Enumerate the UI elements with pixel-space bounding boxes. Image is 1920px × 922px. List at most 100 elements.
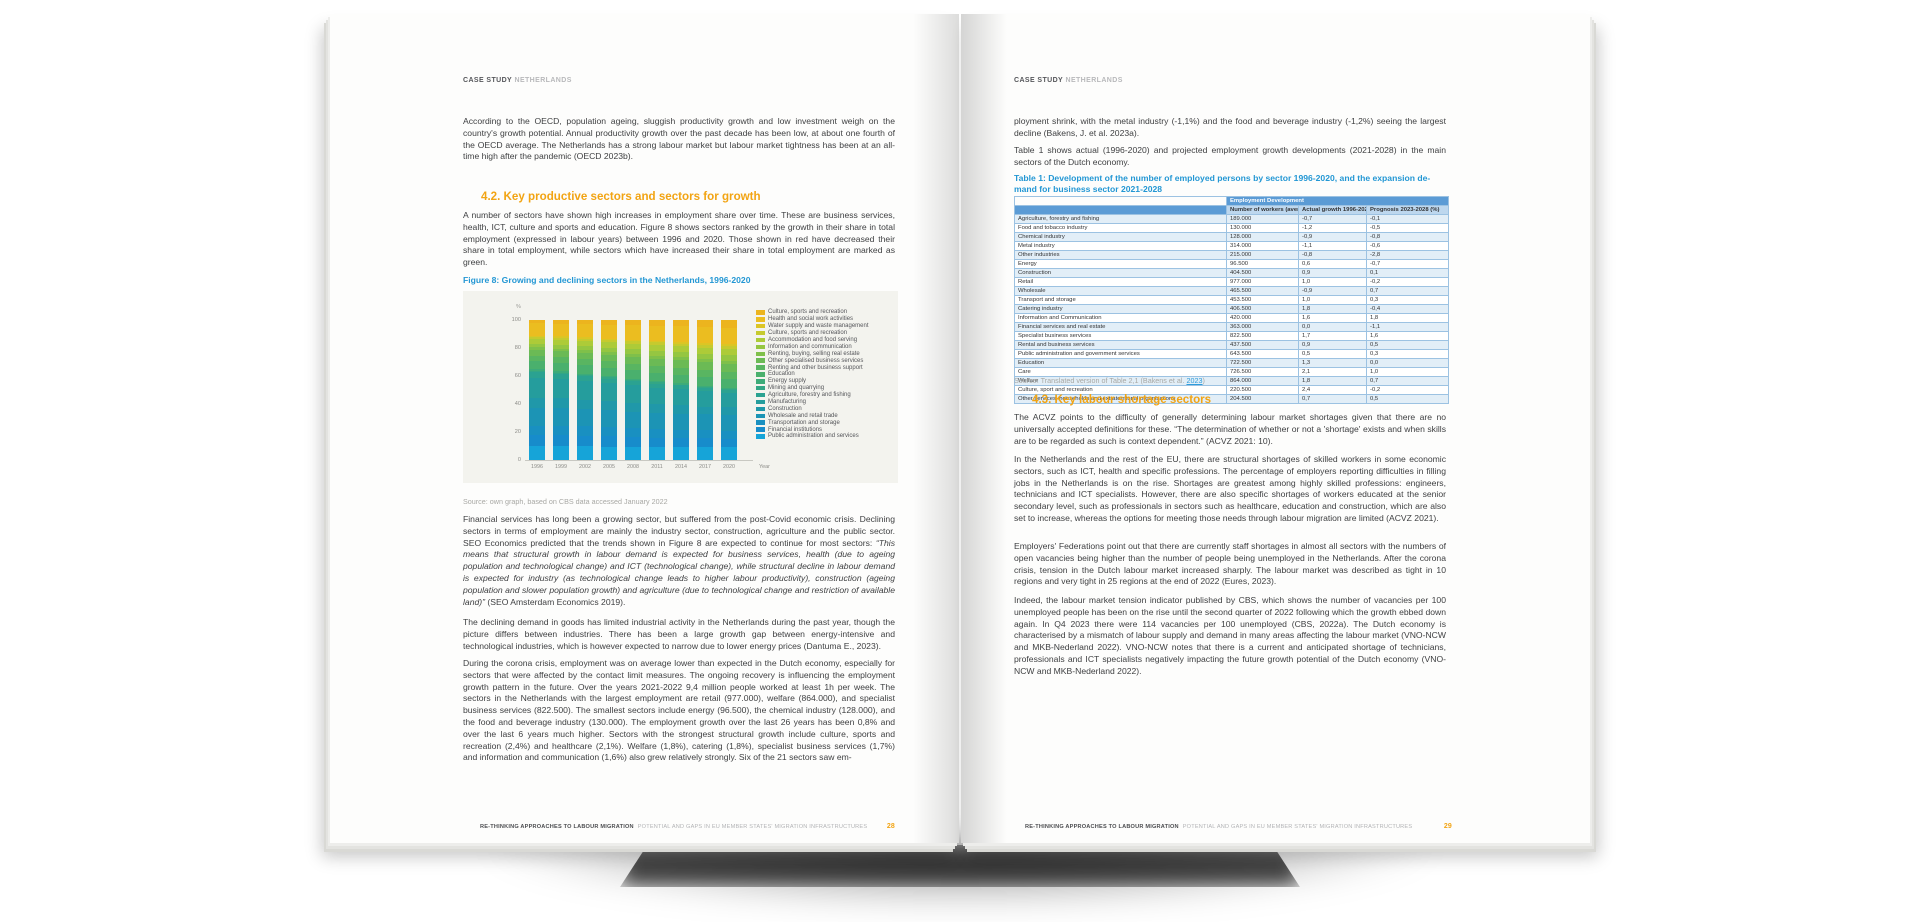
- legend-swatch: [756, 372, 765, 377]
- legend-label: Education: [768, 371, 795, 378]
- bar-segment: [601, 377, 617, 379]
- bar-segment: [649, 383, 665, 388]
- table-cell-value: 977.000: [1226, 277, 1299, 287]
- bar-segment: [649, 387, 665, 405]
- table-cell-value: 0,7: [1365, 376, 1450, 386]
- bar-segment: [601, 339, 617, 343]
- table-cell-sector: Public administration and government ser…: [1014, 349, 1227, 359]
- bar-segment: [673, 374, 689, 384]
- chart-legend: Culture, sports and recreation Health and…: [756, 309, 869, 440]
- table-cell-value: 0,3: [1365, 295, 1450, 305]
- bar-segment: [553, 371, 569, 373]
- x-tick-label: 2011: [651, 464, 663, 470]
- paragraph-financial-services: Financial services has long been a growi…: [463, 514, 895, 608]
- table-cell-value: -0,4: [1365, 304, 1450, 314]
- bar-segment: [625, 353, 641, 357]
- y-tick-label: 20: [514, 429, 521, 435]
- table-cell-value: 0,5: [1298, 349, 1367, 359]
- table-source-link[interactable]: 2023: [1186, 376, 1203, 385]
- legend-label: Renting, buying, selling real estate: [768, 350, 860, 357]
- bar-segment: [625, 363, 641, 371]
- table-cell-sector: Rental and business services: [1014, 340, 1227, 350]
- table-cell-value: 722.500: [1226, 358, 1299, 368]
- bar-segment: [649, 412, 665, 430]
- bar-segment: [601, 320, 617, 325]
- bar-segment: [673, 367, 689, 375]
- bar-segment: [649, 429, 665, 438]
- legend-label: Culture, sports and recreation: [768, 309, 848, 316]
- table-cell-value: 864.000: [1226, 376, 1299, 386]
- legend-item: Transportation and storage: [756, 419, 869, 426]
- table-cell-value: 1,3: [1298, 358, 1367, 368]
- table-cell-value: 189.000: [1226, 214, 1299, 224]
- legend-item: Agriculture, forestry and fishing: [756, 392, 869, 399]
- legend-item: Financial institutions: [756, 426, 869, 433]
- table-cell-value: 0,6: [1298, 259, 1367, 269]
- p3-quote: “This means that structural growth in la…: [463, 537, 895, 607]
- bar-segment: [649, 437, 665, 448]
- table-cell-value: 96.500: [1226, 259, 1299, 269]
- running-header-bold: CASE STUDY: [1014, 77, 1064, 84]
- bar-segment: [649, 447, 665, 460]
- stacked-bar-2008: [625, 320, 641, 460]
- bar-segment: [649, 350, 665, 356]
- x-tick-label: 1999: [555, 464, 567, 470]
- stacked-bar-2011: [649, 320, 665, 460]
- table-cell-sector: Financial services and real estate: [1014, 322, 1227, 332]
- bar-segment: [553, 435, 569, 447]
- bar-segment: [697, 369, 713, 377]
- bar-segment: [649, 365, 665, 373]
- bar-segment: [625, 325, 641, 340]
- table-cell-value: 215.000: [1226, 250, 1299, 260]
- table-row: Specialist business services 822.500 1,7 1,…: [1014, 331, 1450, 341]
- bar-segment: [649, 320, 665, 326]
- bar-segment: [577, 337, 593, 339]
- stacked-bar-1996: [529, 320, 545, 460]
- y-tick-label: 0: [517, 457, 521, 463]
- bar-segment: [625, 349, 641, 354]
- bar-segment: [625, 356, 641, 364]
- stacked-bar-2017: [697, 320, 713, 460]
- table-cell-value: 465.500: [1226, 286, 1299, 296]
- bar-segment: [721, 363, 737, 372]
- legend-item: Renting and other business support: [756, 364, 869, 371]
- table-caption: Table 1: Development of the number of em…: [1014, 173, 1431, 194]
- bar-segment: [553, 348, 569, 352]
- bar-segment: [577, 376, 593, 382]
- bar-segment: [649, 345, 665, 351]
- legend-label: Public administration and services: [768, 433, 859, 440]
- figure-source: Source: own graph, based on CBS data acc…: [463, 497, 668, 506]
- legend-label: Mining and quarrying: [768, 385, 825, 392]
- legend-swatch: [756, 379, 765, 384]
- bar-segment: [553, 379, 569, 399]
- table-cell-value: 363.000: [1226, 322, 1299, 332]
- x-tick-label: 2017: [699, 464, 711, 470]
- right-page: CASE STUDY NETHERLANDS ployment shrink, …: [961, 14, 1590, 843]
- bar-segment: [721, 430, 737, 440]
- bar-segment: [673, 326, 689, 343]
- legend-swatch: [756, 310, 765, 315]
- bar-segment: [673, 383, 689, 385]
- bar-segment: [601, 324, 617, 339]
- bar-segment: [529, 370, 545, 373]
- table-row: Rental and business services 437.500 0,9 0,…: [1014, 340, 1450, 350]
- legend-label: Renting and other business support: [768, 364, 863, 371]
- legend-label: Wholesale and retail trade: [768, 412, 838, 419]
- table-cell-sector: Information and Communication: [1014, 313, 1227, 323]
- bar-segment: [673, 357, 689, 361]
- bar-segment: [721, 392, 737, 408]
- legend-swatch: [756, 406, 765, 412]
- bar-segment: [625, 385, 641, 403]
- bar-segment: [721, 371, 737, 379]
- bar-segment: [625, 339, 641, 342]
- paragraph-structural-shortages: In the Netherlands and the rest of the E…: [1014, 454, 1446, 523]
- page-footer: RE-THINKING APPROACHES TO LABOUR MIGRATI…: [480, 823, 895, 830]
- legend-swatch: [756, 392, 765, 398]
- table-row: Retail 977.000 1,0 -0,2: [1014, 277, 1450, 287]
- bar-segment: [673, 342, 689, 344]
- page-number: 28: [886, 823, 895, 830]
- x-tick-label: 1996: [531, 464, 543, 470]
- table-source-suffix: ): [1202, 376, 1205, 385]
- bar-segment: [601, 383, 617, 402]
- bar-segment: [697, 447, 713, 460]
